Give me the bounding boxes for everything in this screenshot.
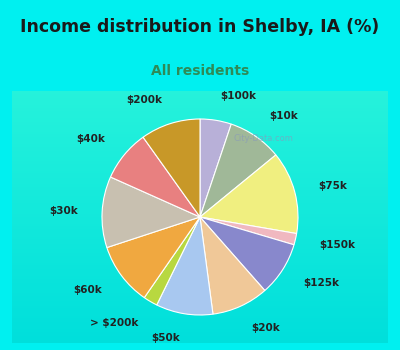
Text: $40k: $40k xyxy=(76,134,105,145)
Wedge shape xyxy=(102,177,200,247)
Wedge shape xyxy=(110,137,200,217)
Wedge shape xyxy=(144,217,200,305)
Text: $20k: $20k xyxy=(251,323,280,334)
Wedge shape xyxy=(200,217,265,314)
Wedge shape xyxy=(200,124,276,217)
Text: Income distribution in Shelby, IA (%): Income distribution in Shelby, IA (%) xyxy=(20,18,380,36)
Wedge shape xyxy=(200,217,294,290)
Text: $30k: $30k xyxy=(49,206,78,216)
Text: $150k: $150k xyxy=(319,240,355,250)
Text: $100k: $100k xyxy=(220,91,256,101)
Wedge shape xyxy=(143,119,200,217)
Wedge shape xyxy=(200,217,296,245)
Text: $60k: $60k xyxy=(73,285,102,295)
Wedge shape xyxy=(200,119,231,217)
Wedge shape xyxy=(200,155,298,233)
Text: > $200k: > $200k xyxy=(90,318,138,328)
Text: City-Data.com: City-Data.com xyxy=(234,134,294,143)
Text: $75k: $75k xyxy=(318,181,347,191)
Wedge shape xyxy=(157,217,213,315)
Text: $200k: $200k xyxy=(127,95,163,105)
Text: All residents: All residents xyxy=(151,64,249,78)
Text: $50k: $50k xyxy=(152,333,180,343)
Text: $10k: $10k xyxy=(270,111,298,121)
Text: $125k: $125k xyxy=(303,278,339,288)
Wedge shape xyxy=(107,217,200,298)
